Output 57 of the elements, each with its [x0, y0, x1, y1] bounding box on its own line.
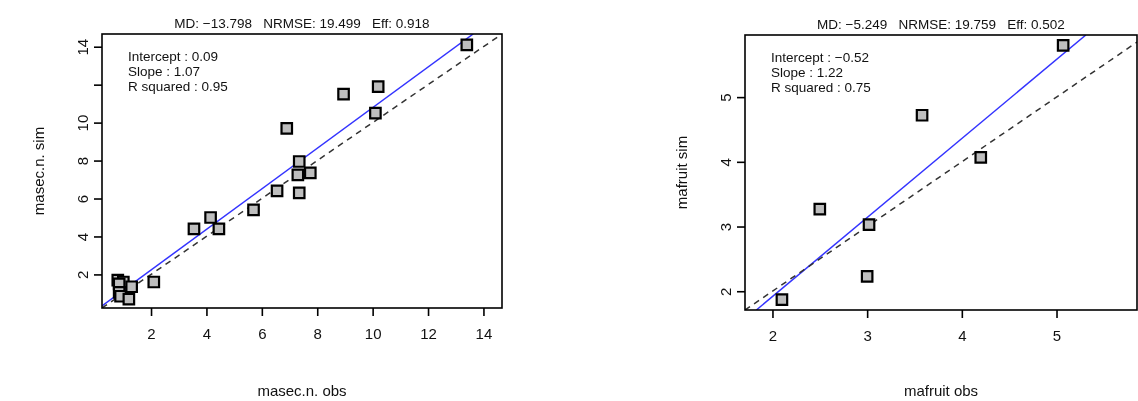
x-tick-label: 10: [364, 324, 382, 342]
x-tick-label: 4: [202, 324, 212, 342]
x-tick-label: 2: [768, 326, 778, 344]
y-tick-label: 10: [74, 114, 91, 132]
point: [862, 218, 876, 231]
x-tick-label: 2: [147, 324, 156, 342]
annotation: Intercept : 0.09: [128, 49, 219, 64]
point: [292, 186, 306, 200]
point: [775, 293, 789, 306]
chart-title: MD: −13.798 NRMSE: 19.499 Eff: 0.918: [174, 16, 430, 31]
y-tick-label: 14: [74, 38, 91, 56]
y-tick-label: 6: [74, 194, 91, 204]
x-tick-label: 6: [258, 324, 267, 342]
x-tick-label: 14: [475, 324, 493, 342]
y-tick-label: 2: [74, 270, 91, 280]
point: [813, 202, 827, 216]
annotation: Intercept : −0.52: [771, 50, 869, 65]
annotation: R squared : 0.75: [771, 80, 871, 95]
y-tick-label: 5: [717, 93, 734, 102]
x-tick-label: 4: [958, 326, 967, 344]
point: [974, 150, 988, 164]
point: [122, 292, 136, 306]
y-tick-label: 3: [717, 222, 734, 232]
x-tick-label: 5: [1052, 326, 1062, 344]
annotation: Slope : 1.22: [771, 65, 844, 80]
x-tick-label: 8: [313, 324, 322, 342]
point: [1056, 39, 1070, 52]
y-tick-label: 4: [717, 158, 734, 167]
point: [125, 280, 138, 294]
annotation: R squared : 0.95: [128, 79, 228, 94]
point: [337, 87, 350, 101]
point: [270, 184, 284, 198]
point: [147, 275, 161, 289]
point: [369, 106, 382, 120]
y-tick-label: 2: [717, 287, 734, 296]
point: [860, 270, 874, 283]
x-axis-title: mafruit obs: [903, 382, 979, 399]
x-axis-title: masec.n. obs: [257, 382, 347, 399]
point: [187, 222, 201, 236]
y-tick-label: 4: [74, 232, 91, 242]
point: [291, 168, 305, 182]
x-tick-label: 12: [420, 324, 437, 342]
y-axis-title: masec.n. sim: [30, 126, 47, 216]
x-tick-label: 3: [863, 326, 872, 344]
point: [280, 121, 294, 135]
point: [371, 80, 385, 93]
point: [292, 155, 306, 168]
point: [915, 108, 929, 122]
point: [460, 38, 474, 52]
point: [303, 166, 317, 180]
y-tick-label: 8: [74, 156, 91, 166]
point: [204, 211, 217, 224]
annotation: Slope : 1.07: [128, 64, 201, 79]
chart-title: MD: −5.249 NRMSE: 19.759 Eff: 0.502: [817, 17, 1065, 32]
point: [247, 203, 260, 217]
point: [212, 222, 226, 236]
y-axis-title: mafruit sim: [673, 135, 690, 210]
